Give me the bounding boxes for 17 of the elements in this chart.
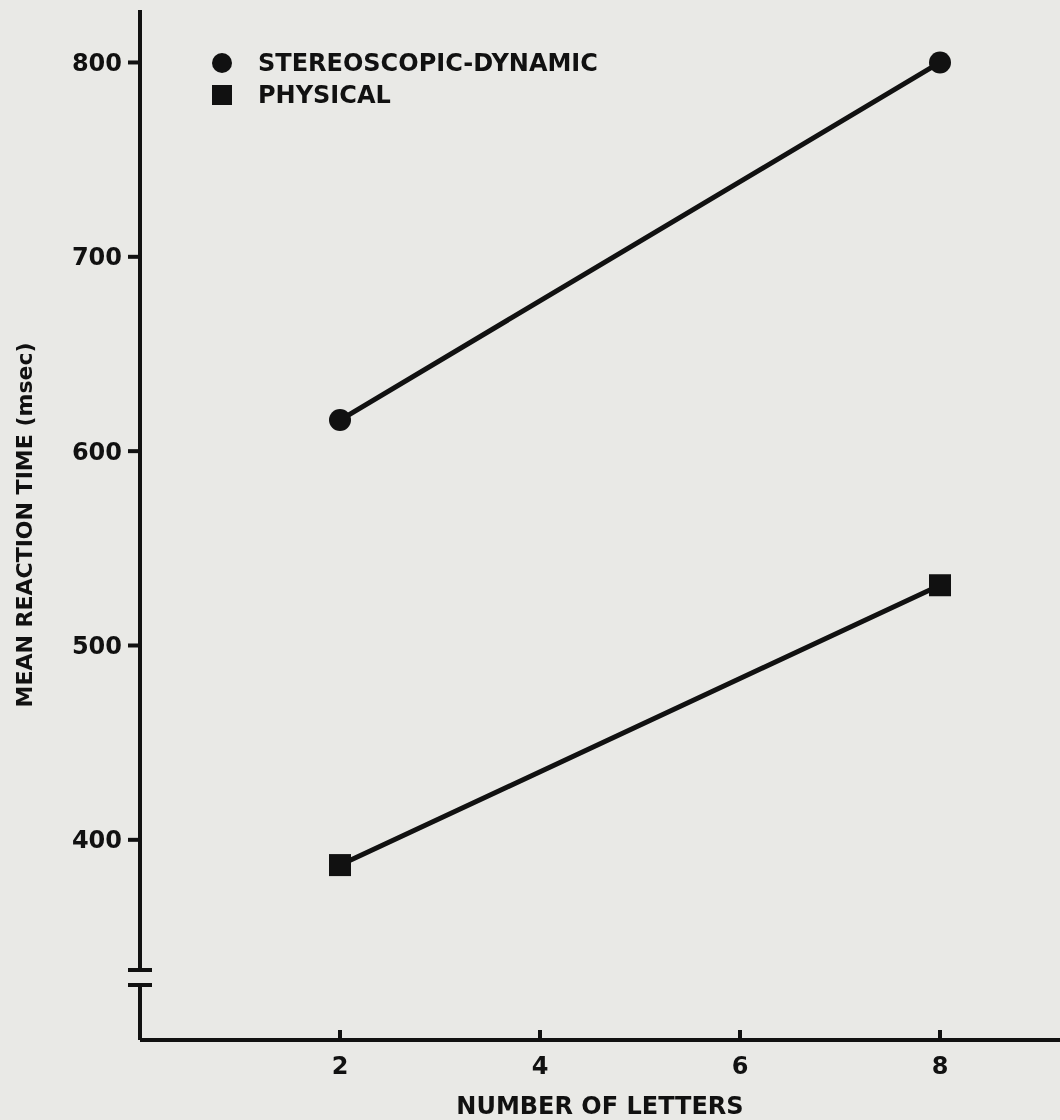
legend-label: PHYSICAL [258, 81, 391, 110]
y-tick-label: 500 [71, 631, 122, 660]
x-axis-title: NUMBER OF LETTERS [456, 1092, 744, 1120]
point [929, 574, 951, 597]
y-tick-label: 800 [71, 48, 122, 77]
x-tick-label: 2 [331, 1052, 349, 1080]
legend-label: STEREOSCOPIC-DYNAMIC [258, 49, 598, 78]
y-tick-label: 600 [71, 437, 122, 466]
point [929, 51, 951, 74]
y-tick-label: 400 [71, 826, 122, 855]
y-tick-label: 700 [71, 243, 122, 272]
point [329, 409, 351, 432]
x-tick-label: 8 [931, 1052, 949, 1080]
y-axis-title: MEAN REACTION TIME (msec) [12, 342, 37, 708]
x-tick-label: 4 [531, 1052, 549, 1080]
point [329, 854, 351, 877]
x-tick-label: 6 [731, 1052, 749, 1080]
